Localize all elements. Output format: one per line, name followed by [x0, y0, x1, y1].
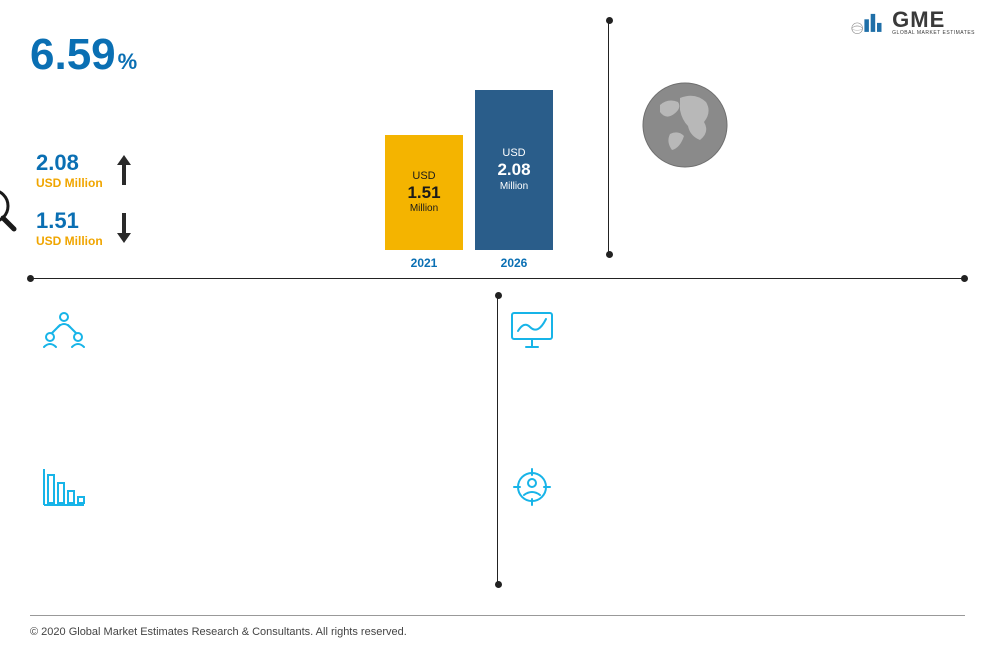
target-user-icon: [508, 465, 556, 509]
value-high: 2.08: [36, 150, 103, 176]
bar: USD2.08Million: [475, 90, 553, 250]
bar-2021: USD1.51Million 2021: [385, 135, 463, 270]
value-low: 1.51: [36, 208, 103, 234]
value-high-unit: USD Million: [36, 176, 103, 190]
brand-logo: GME GLOBAL MARKET ESTIMATES: [850, 8, 975, 36]
value-low-unit: USD Million: [36, 234, 103, 248]
analytics-magnifier-icon: [0, 164, 18, 234]
horizontal-divider: [30, 278, 965, 279]
bar-2026: USD2.08Million 2026: [475, 90, 553, 270]
globe-icon: [640, 80, 730, 170]
people-network-icon: [40, 309, 88, 353]
quadrant-bottom-right: [498, 451, 966, 607]
bar: USD1.51Million: [385, 135, 463, 250]
bar-year-label: 2026: [501, 256, 528, 270]
bar-currency: USD: [502, 147, 525, 160]
logo-subtext: GLOBAL MARKET ESTIMATES: [892, 31, 975, 36]
logo-text: GME: [892, 9, 975, 31]
logo-bars-icon: [850, 8, 886, 36]
arrow-up-icon: [115, 153, 133, 187]
quadrant-bottom-left: [30, 451, 498, 607]
cagr-block: 6.59%: [30, 30, 170, 80]
footer-divider: [30, 615, 965, 616]
bar-currency: USD: [412, 170, 435, 183]
value-high-row: 2.08 USD Million: [36, 150, 133, 190]
vertical-divider-top: [608, 20, 609, 255]
bar-unit: Million: [500, 181, 528, 193]
cagr-unit: %: [118, 49, 138, 74]
cagr-value: 6.59: [30, 30, 116, 79]
bar-decline-icon: [40, 465, 88, 509]
monitor-trend-icon: [508, 309, 556, 353]
bar-value: 2.08: [497, 160, 530, 180]
value-low-row: 1.51 USD Million: [36, 208, 133, 248]
market-bar-chart: USD1.51Million2021USD2.08Million2026: [385, 80, 553, 270]
arrow-down-icon: [115, 211, 133, 245]
quadrant-top-right: [498, 295, 966, 451]
quadrant-top-left: [30, 295, 498, 451]
bar-unit: Million: [410, 203, 438, 215]
market-summary: 2.08 USD Million 1.51 USD Million: [0, 150, 133, 248]
copyright-text: © 2020 Global Market Estimates Research …: [30, 626, 407, 638]
bar-value: 1.51: [407, 183, 440, 203]
globe-block: [640, 80, 730, 170]
bar-year-label: 2021: [411, 256, 438, 270]
